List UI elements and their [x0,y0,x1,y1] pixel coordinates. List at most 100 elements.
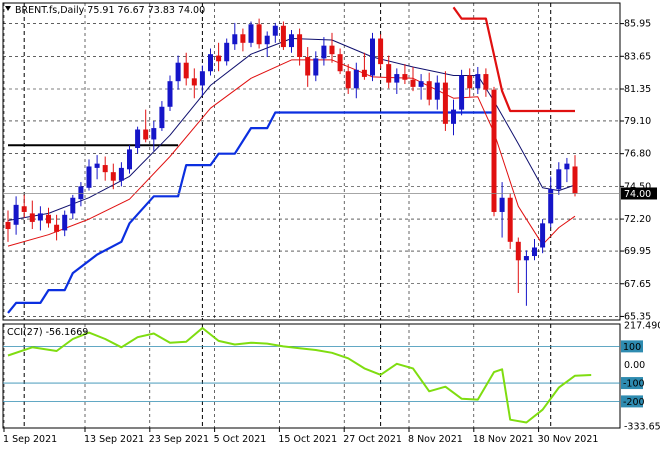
candle [386,55,392,89]
candle [135,126,141,154]
candle [329,32,335,63]
candle [410,66,416,92]
x-tick-label: 27 Oct 2021 [343,434,402,445]
candle-body [378,38,384,65]
candle [37,206,43,231]
candle-body [337,54,343,72]
candle-body [467,75,473,89]
candle-body [110,172,116,181]
y-tick-label: 74.50 [624,181,651,192]
candle [13,196,19,235]
candle [515,237,521,293]
current-price-label: 74.00 [624,189,651,200]
candle [175,55,181,90]
candle-body [46,214,51,224]
candle [110,163,116,190]
candle-body [386,64,392,83]
cci-y-tick-label: 0.00 [624,360,645,371]
candle [143,109,149,143]
candle [556,162,562,195]
candle [337,48,343,75]
candle-body [37,213,43,221]
candle-body [556,169,562,190]
candle-body [434,82,440,100]
cci-level-tag [621,377,643,390]
candle-body [232,34,238,45]
candle-body [21,206,27,212]
cci-y-tick-label: -200 [623,397,645,408]
candle-body [321,45,327,59]
candle-body [394,74,400,83]
x-tick-label: 5 Oct 2021 [214,434,267,445]
candle [167,75,173,112]
y-tick-label: 76.80 [624,149,651,160]
y-tick-label: 65.35 [624,311,651,322]
candle [118,162,124,187]
candle [54,214,60,241]
trailing-stop-upper-line [452,6,575,113]
candle [532,238,537,261]
candle-body [523,256,529,261]
candle [232,22,238,50]
candle-body [499,197,505,212]
candle-body [313,58,319,76]
candle-body [418,81,424,87]
candle [29,200,35,230]
candle-body [54,224,60,232]
candle-body [264,35,270,45]
x-tick-label: 1 Sep 2021 [3,434,57,445]
candle [62,210,68,237]
candle-body [361,69,367,77]
candle [264,31,270,58]
x-tick-label: 13 Sep 2021 [84,434,144,445]
candle [224,38,230,66]
x-tick-label: 23 Sep 2021 [149,434,209,445]
candle [572,155,578,197]
candle-body [572,166,578,194]
candle [564,157,570,183]
candle [199,65,205,96]
cci-plot-frame [2,323,621,429]
chart-header: BRENT.fs,Daily 75.91 76.67 73.83 74.00 [15,5,205,16]
candle-body [175,62,181,82]
candle [321,37,327,66]
x-tick-label: 15 Oct 2021 [278,434,337,445]
candle-body [548,189,554,224]
candle [475,66,481,94]
candle-body [370,38,375,76]
candle [353,62,359,99]
candle [191,68,197,99]
candle-body [289,34,294,48]
candle-body [248,24,254,43]
candle-body [507,197,513,242]
candle-body [216,55,222,62]
candle [289,30,294,53]
x-tick-label: 8 Nov 2021 [408,434,463,445]
candle [46,207,51,228]
candle-body [13,204,19,225]
x-tick-label: 18 Nov 2021 [473,434,534,445]
cci-y-tick-label: 100 [623,342,641,353]
candle-body [127,149,132,170]
x-tick-label: 30 Nov 2021 [538,434,599,445]
candle-body [442,82,448,124]
candle-body [86,166,92,188]
candle-body [305,57,311,76]
candle-body [78,186,84,200]
candle [94,155,100,180]
current-price-tag [621,187,657,200]
candle [183,52,189,86]
candle-body [515,241,521,261]
candle-body [410,79,416,87]
candle [78,182,84,207]
candle-body [70,197,76,214]
y-tick-label: 72.20 [624,214,651,225]
candle [491,86,497,217]
candle-body [118,167,124,181]
candle-body [62,214,68,231]
cci-title: CCI(27) -56.1669 [7,327,88,338]
candle [394,68,400,94]
candle-body [159,106,165,129]
